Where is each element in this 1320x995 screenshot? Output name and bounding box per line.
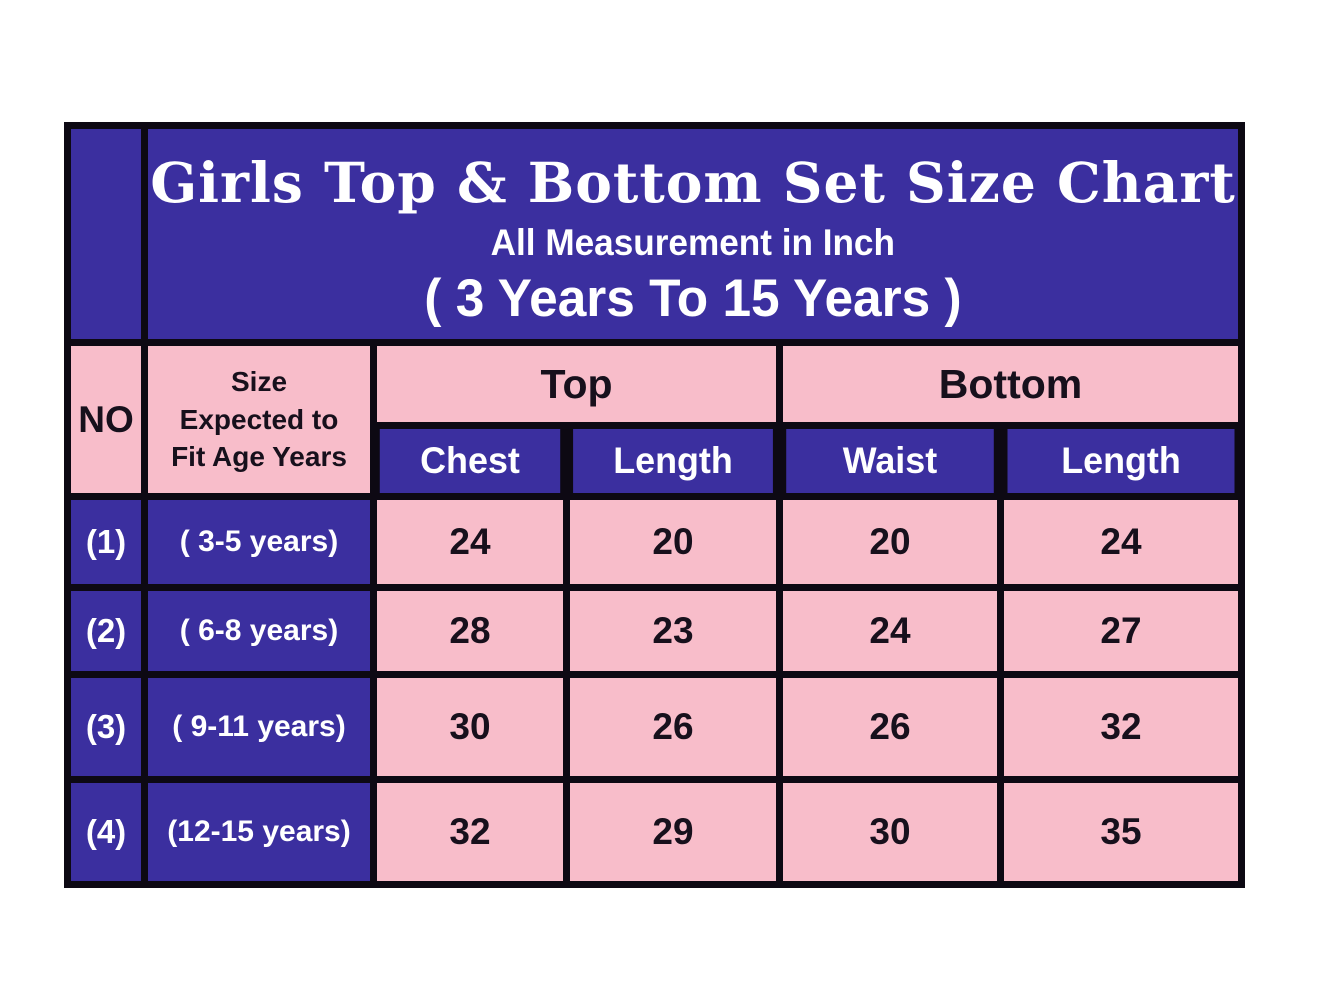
title-band: Girls Top & Bottom Set Size Chart All Me…: [148, 129, 1238, 339]
measurement-unit-note: All Measurement in Inch: [490, 221, 896, 263]
row-1-age-label: ( 3-5 years): [148, 500, 370, 584]
row-3-age-label: ( 9-11 years): [148, 678, 370, 776]
size-chart-table: Girls Top & Bottom Set Size Chart All Me…: [64, 122, 1245, 888]
age-range-note: ( 3 Years To 15 Years ): [424, 268, 962, 328]
group-header-bottom: Bottom: [783, 346, 1238, 422]
sub-header-top-length: Length: [573, 429, 773, 493]
sub-header-chest: Chest: [379, 429, 561, 493]
row-2-number: (2): [71, 591, 141, 671]
col-header-size-line3: Fit Age Years: [171, 441, 347, 473]
row-4-chest: 32: [377, 783, 563, 881]
row-4-age-label: (12-15 years): [148, 783, 370, 881]
row-4-top-length: 29: [570, 783, 776, 881]
row-3-waist: 26: [783, 678, 997, 776]
row-4-number: (4): [71, 783, 141, 881]
row-2-age-label: ( 6-8 years): [148, 591, 370, 671]
row-2-bottom-length: 27: [1004, 591, 1238, 671]
row-3-number: (3): [71, 678, 141, 776]
title-band-left-spacer-cell: [71, 129, 141, 339]
row-2-waist: 24: [783, 591, 997, 671]
col-header-size-line2: Expected to: [179, 403, 339, 435]
row-3-top-length: 26: [570, 678, 776, 776]
row-1-top-length: 20: [570, 500, 776, 584]
row-1-waist: 20: [783, 500, 997, 584]
row-4-bottom-length: 35: [1004, 783, 1238, 881]
row-2-chest: 28: [377, 591, 563, 671]
group-header-top: Top: [377, 346, 776, 422]
row-1-chest: 24: [377, 500, 563, 584]
row-1-bottom-length: 24: [1004, 500, 1238, 584]
row-2-top-length: 23: [570, 591, 776, 671]
row-4-waist: 30: [783, 783, 997, 881]
col-header-size-line1: Size: [230, 365, 288, 397]
col-header-size: Size Expected to Fit Age Years: [148, 346, 370, 493]
row-3-chest: 30: [377, 678, 563, 776]
col-header-no: NO: [71, 346, 141, 493]
row-3-bottom-length: 32: [1004, 678, 1238, 776]
chart-title: Girls Top & Bottom Set Size Chart: [150, 150, 1236, 216]
sub-header-waist: Waist: [786, 429, 994, 493]
row-1-number: (1): [71, 500, 141, 584]
sub-header-bottom-length: Length: [1007, 429, 1235, 493]
